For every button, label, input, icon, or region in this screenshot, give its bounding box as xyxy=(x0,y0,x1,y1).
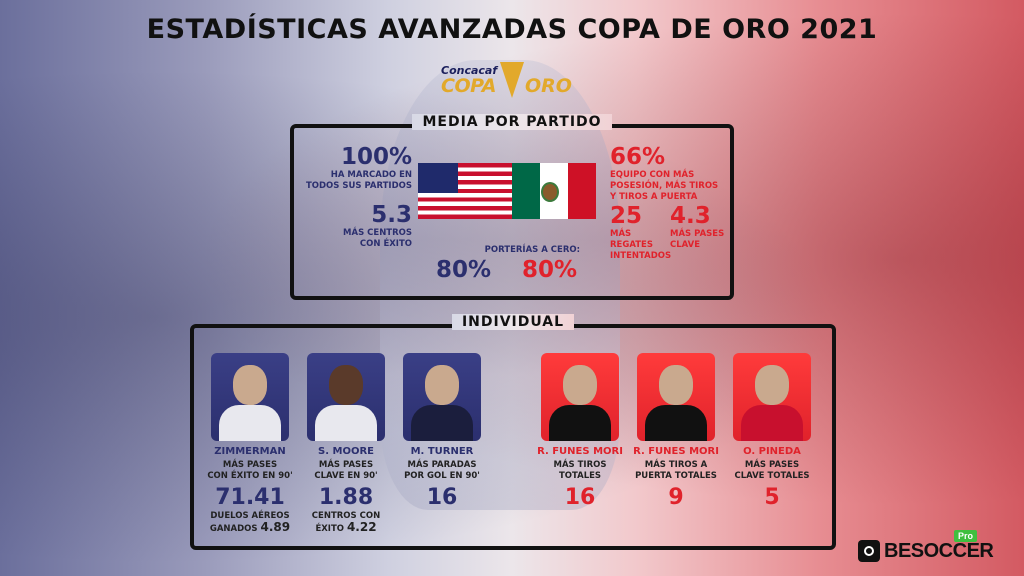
mex-pct: 66% xyxy=(610,144,666,170)
player-stat: 16 xyxy=(426,485,458,510)
player-name: R. FUNES MORI xyxy=(537,446,623,457)
usa-pct-desc: HA MARCADO EN TODOS SUS PARTIDOS xyxy=(305,170,412,191)
usa-flag-icon xyxy=(418,163,512,219)
player-name: M. TURNER xyxy=(410,446,474,457)
besoccer-logo: BESOCCER Pro xyxy=(858,530,1008,568)
usa-centros-desc: MÁS CENTROS CON ÉXITO xyxy=(343,228,412,249)
page-title: ESTADÍSTICAS AVANZADAS COPA DE ORO 2021 xyxy=(146,14,878,45)
player-name: ZIMMERMAN xyxy=(214,446,286,457)
logo-concacaf-text: Concacaf xyxy=(441,64,498,77)
logo-copa-text: COPA xyxy=(441,75,496,97)
player-desc: MÁS PASES CLAVE EN 90' xyxy=(314,460,378,481)
player-extra-value: 4.89 xyxy=(260,520,291,534)
player-extra: CENTROS CON ÉXITO 4.22 xyxy=(311,511,381,534)
usa-pct: 100% xyxy=(340,144,412,170)
porterias-usa: 80% xyxy=(436,257,492,283)
player-card-moore xyxy=(307,353,385,441)
mex-pases: 4.3 xyxy=(670,203,711,229)
player-card-funes-mori-1 xyxy=(541,353,619,441)
usa-centros: 5.3 xyxy=(371,202,412,228)
player-desc: MÁS PARADAS POR GOL EN 90' xyxy=(404,460,480,481)
player-extra-value: 4.22 xyxy=(346,520,377,534)
mex-regates-desc: MÁS REGATES INTENTADOS xyxy=(610,229,672,261)
player-name: O. PINEDA xyxy=(743,446,801,457)
porterias-label: PORTERÍAS A CERO: xyxy=(484,245,580,255)
mex-regates: 25 xyxy=(610,203,643,229)
player-card-turner xyxy=(403,353,481,441)
brand-pro-badge: Pro xyxy=(954,530,978,542)
player-stat: 71.41 xyxy=(215,485,285,510)
besoccer-icon xyxy=(858,540,880,562)
logo-oro-text: ORO xyxy=(525,75,572,97)
logo-cup-icon xyxy=(500,62,524,98)
player-name: S. MOORE xyxy=(318,446,374,457)
porterias-mex: 80% xyxy=(522,257,578,283)
player-desc: MÁS TIROS A PUERTA TOTALES xyxy=(635,460,717,481)
player-stat: 1.88 xyxy=(318,485,374,510)
player-extra: DUELOS AÉREOS GANADOS 4.89 xyxy=(209,511,291,534)
player-desc: MÁS PASES CON ÉXITO EN 90' xyxy=(207,460,293,481)
mexico-eagle-icon xyxy=(541,182,559,202)
player-card-funes-mori-2 xyxy=(637,353,715,441)
player-desc: MÁS PASES CLAVE TOTALES xyxy=(734,460,810,481)
individual-label: INDIVIDUAL xyxy=(190,314,836,330)
player-stat: 9 xyxy=(668,485,684,510)
media-label: MEDIA POR PARTIDO xyxy=(290,114,734,130)
player-name: R. FUNES MORI xyxy=(633,446,719,457)
player-card-pineda xyxy=(733,353,811,441)
player-card-zimmerman xyxy=(211,353,289,441)
mex-pct-desc: EQUIPO CON MÁS POSESIÓN, MÁS TIROS Y TIROS… xyxy=(610,170,719,202)
brand-name: BESOCCER xyxy=(884,540,994,562)
player-stat: 5 xyxy=(764,485,780,510)
player-desc: MÁS TIROS TOTALES xyxy=(553,460,607,481)
mex-pases-desc: MÁS PASES CLAVE xyxy=(670,229,725,250)
player-stat: 16 xyxy=(564,485,596,510)
